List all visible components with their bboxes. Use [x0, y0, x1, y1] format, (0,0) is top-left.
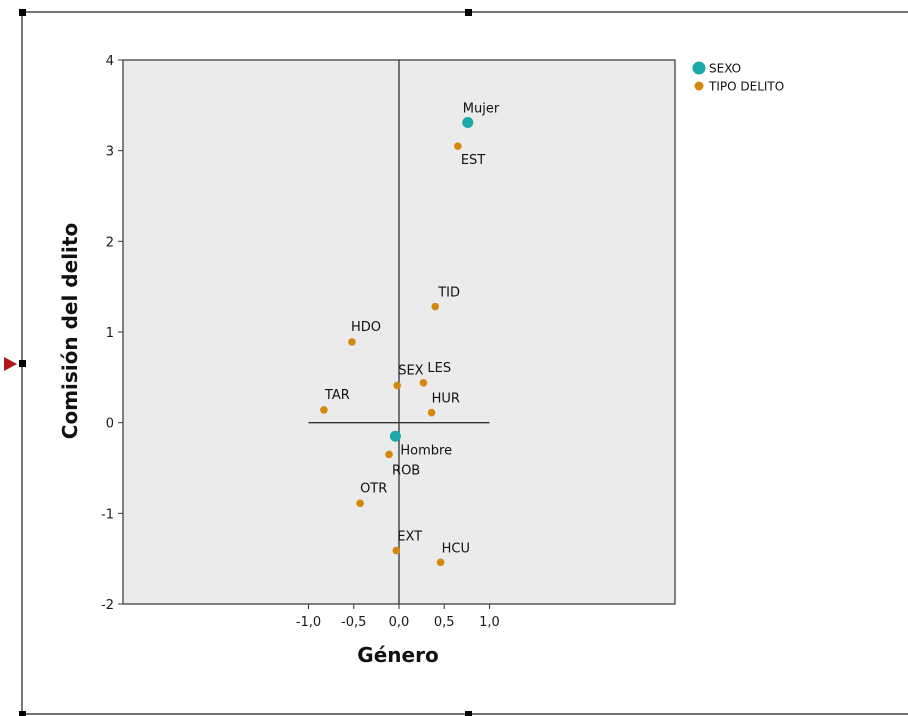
y-tick-label: 0 [106, 417, 114, 432]
legend-marker-sexo [692, 61, 706, 75]
resize-handle-middle-left[interactable] [19, 360, 26, 367]
x-tick-label: 1,0 [479, 615, 500, 630]
point-hdo [348, 338, 356, 346]
reference-lines [308, 60, 490, 604]
y-tick-label: 3 [106, 145, 114, 160]
y-tick-label: 1 [106, 326, 114, 341]
y-axis-title: Comisión del delito [58, 223, 82, 439]
label-tid: TID [437, 286, 460, 301]
point-labels: Mujer Hombre EST TID HDO SEX LES HUR TAR ROB OTR EX… [324, 102, 500, 557]
label-otr: OTR [360, 481, 387, 496]
point-tid [431, 302, 439, 311]
resize-handle-bottom-left[interactable] [19, 711, 26, 716]
y-tick-label: 2 [106, 235, 114, 250]
resize-handle-top-center[interactable] [465, 9, 472, 16]
label-rob: ROB [392, 463, 420, 478]
resize-handle-bottom-center[interactable] [465, 711, 472, 716]
point-hombre [389, 430, 401, 442]
y-tick-label: -2 [101, 598, 114, 613]
x-axis-title: Género [357, 643, 438, 667]
point-hur [427, 408, 436, 417]
label-est: EST [461, 153, 485, 168]
legend-label: TIPO DELITO [708, 80, 784, 94]
point-otr [356, 499, 364, 508]
point-rob [385, 450, 393, 459]
label-sex: SEX [398, 363, 423, 378]
legend: SEXO TIPO DELITO [692, 61, 784, 94]
label-ext: EXT [397, 530, 422, 545]
label-les: LES [427, 361, 451, 376]
selection-arrow-icon[interactable] [4, 357, 17, 371]
point-hcu [436, 558, 445, 567]
data-points [320, 117, 474, 567]
x-tick-label: -0,5 [341, 615, 366, 630]
legend-marker-tipo-delito [694, 81, 704, 91]
y-tick-label: 4 [106, 54, 114, 69]
resize-handle-top-left[interactable] [19, 9, 26, 16]
label-hur: HUR [432, 392, 460, 407]
point-mujer [462, 117, 474, 129]
x-tick-label: 0,0 [389, 615, 410, 630]
label-hombre: Hombre [400, 443, 452, 458]
x-tick-label: 0,5 [434, 615, 455, 630]
legend-label: SEXO [709, 62, 741, 76]
label-tar: TAR [324, 388, 350, 403]
x-axis: -1,0 -0,5 0,0 0,5 1,0 [296, 604, 500, 630]
y-tick-label: -1 [101, 507, 114, 522]
label-mujer: Mujer [463, 102, 500, 117]
y-axis: -2 -1 0 1 2 3 4 [101, 54, 123, 613]
point-tar [320, 406, 328, 414]
label-hcu: HCU [442, 541, 470, 556]
point-ext [392, 546, 401, 555]
point-les [419, 378, 428, 387]
x-tick-label: -1,0 [296, 615, 321, 630]
label-hdo: HDO [351, 320, 381, 335]
point-est [454, 142, 462, 150]
point-sex [393, 381, 401, 390]
